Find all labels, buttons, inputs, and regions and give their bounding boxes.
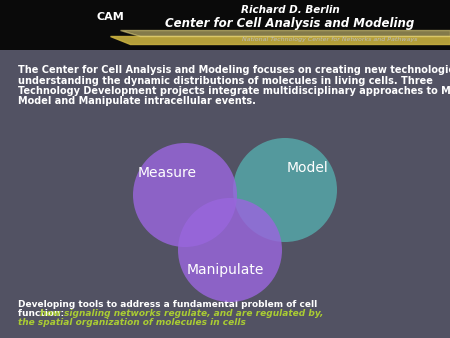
Text: Model and Manipulate intracellular events.: Model and Manipulate intracellular event… bbox=[18, 97, 256, 106]
Circle shape bbox=[133, 143, 237, 247]
Circle shape bbox=[233, 138, 337, 242]
Text: Manipulate: Manipulate bbox=[186, 263, 264, 277]
Text: Developing tools to address a fundamental problem of cell: Developing tools to address a fundamenta… bbox=[18, 300, 317, 309]
Text: Model: Model bbox=[286, 161, 328, 175]
Text: Technology Development projects integrate multidisciplinary approaches to Measur: Technology Development projects integrat… bbox=[18, 86, 450, 96]
Polygon shape bbox=[110, 36, 450, 44]
Text: Center for Cell Analysis and Modeling: Center for Cell Analysis and Modeling bbox=[166, 17, 414, 29]
Text: understanding the dynamic distributions of molecules in living cells. Three: understanding the dynamic distributions … bbox=[18, 75, 433, 86]
Text: The Center for Cell Analysis and Modeling focuses on creating new technologies f: The Center for Cell Analysis and Modelin… bbox=[18, 65, 450, 75]
Text: function:: function: bbox=[18, 309, 67, 318]
Text: the spatial organization of molecules in cells: the spatial organization of molecules in… bbox=[18, 318, 246, 327]
Circle shape bbox=[178, 198, 282, 302]
Text: National Technology Center for Networks and Pathways: National Technology Center for Networks … bbox=[242, 38, 418, 43]
Text: CAM: CAM bbox=[96, 12, 124, 22]
Text: Measure: Measure bbox=[138, 166, 197, 180]
Text: Richard D. Berlin: Richard D. Berlin bbox=[241, 5, 339, 15]
Text: how signaling networks regulate, and are regulated by,: how signaling networks regulate, and are… bbox=[40, 309, 324, 318]
Polygon shape bbox=[120, 30, 450, 36]
